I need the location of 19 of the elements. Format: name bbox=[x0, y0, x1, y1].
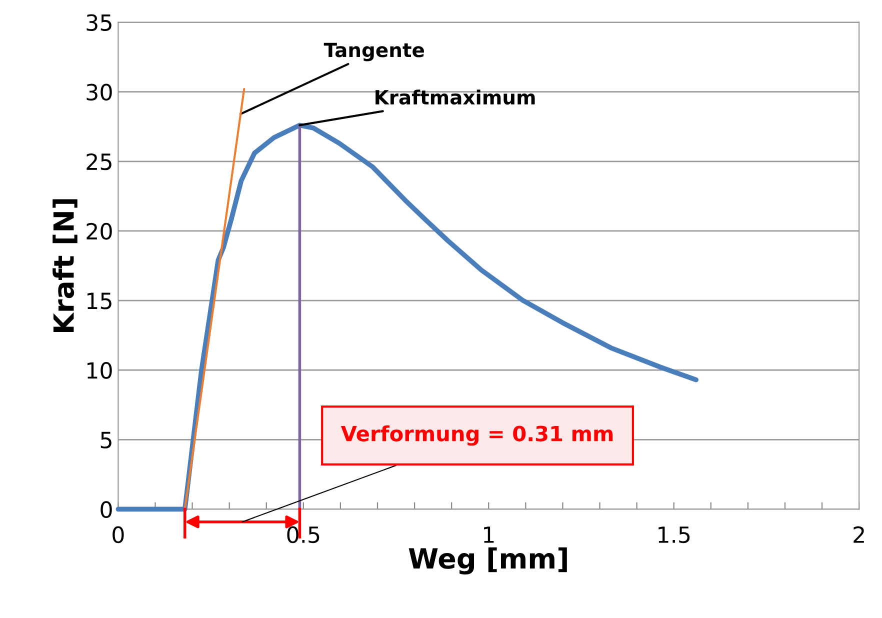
annotation: Tangente bbox=[324, 42, 424, 62]
x-tick-label: 0.5 bbox=[287, 526, 320, 544]
y-tick-label: 5 bbox=[100, 432, 112, 448]
x-tick-label: 1 bbox=[484, 526, 494, 543]
annotation: Kraftmaximum bbox=[376, 90, 535, 105]
y-tick-label: 15 bbox=[87, 292, 112, 310]
y-tick-label: 30 bbox=[86, 84, 112, 101]
x-axis-title: Weg [mm] bbox=[408, 547, 567, 575]
y-axis-title: Kraft [N] bbox=[52, 199, 78, 332]
x-tick-label: 2 bbox=[854, 526, 864, 543]
y-tick-label: 25 bbox=[86, 153, 112, 170]
y-tick-label: 0 bbox=[100, 501, 112, 518]
x-tick-label: 1.5 bbox=[658, 526, 690, 544]
annotation: Verformung = 0.31 mm bbox=[340, 425, 613, 446]
y-tick-label: 10 bbox=[87, 362, 112, 379]
x-tick-label: 0 bbox=[112, 526, 124, 544]
y-tick-label: 35 bbox=[86, 14, 112, 32]
y-tick-label: 20 bbox=[86, 222, 112, 240]
line-series bbox=[116, 122, 699, 512]
